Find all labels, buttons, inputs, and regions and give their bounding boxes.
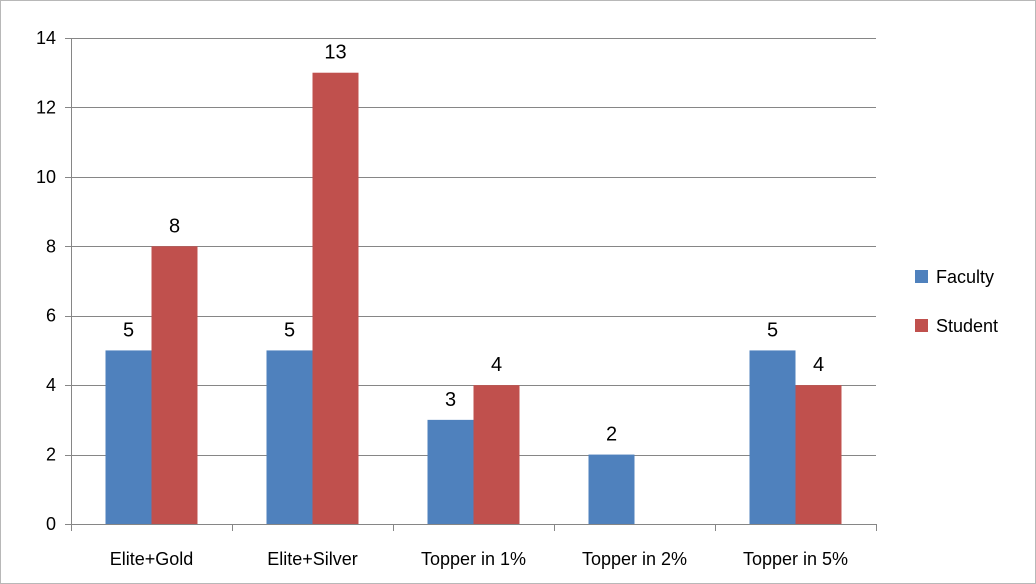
bar-faculty [427, 419, 474, 524]
x-axis-category-labels: Elite+Gold Elite+Silver Topper in 1% Topper… [110, 549, 848, 569]
bar-student [795, 385, 842, 524]
y-tick-label: 2 [46, 445, 56, 465]
x-category-label: Topper in 1% [421, 549, 526, 569]
y-tick-label: 6 [46, 306, 56, 326]
y-tick-label: 14 [36, 28, 56, 48]
x-category-label: Elite+Gold [110, 549, 194, 569]
y-tick-label: 12 [36, 97, 56, 117]
gridlines [65, 38, 876, 525]
data-label: 2 [606, 424, 617, 446]
data-label: 8 [169, 215, 180, 237]
bar-student [151, 246, 198, 525]
x-category-label: Elite+Silver [267, 549, 358, 569]
x-category-label: Topper in 5% [743, 549, 848, 569]
data-label: 5 [284, 319, 295, 341]
data-label: 5 [767, 319, 778, 341]
y-tick-label: 4 [46, 375, 56, 395]
x-category-label: Topper in 2% [582, 549, 687, 569]
data-labels: 5 5 3 2 5 8 13 4 4 [123, 42, 824, 446]
data-label: 5 [123, 319, 134, 341]
axes [71, 38, 877, 531]
y-tick-label: 8 [46, 236, 56, 256]
bar-faculty [266, 350, 313, 524]
y-tick-label: 10 [36, 167, 56, 187]
legend-swatch-faculty [915, 270, 928, 283]
bar-faculty [588, 454, 635, 524]
bar-faculty [105, 350, 152, 524]
bars [105, 72, 842, 525]
data-label: 13 [324, 42, 346, 64]
legend: Faculty Student [915, 267, 998, 336]
legend-label: Faculty [936, 267, 994, 287]
bar-student [312, 72, 359, 524]
data-label: 4 [813, 354, 824, 376]
data-label: 3 [445, 389, 456, 411]
legend-swatch-student [915, 319, 928, 332]
data-label: 4 [491, 354, 502, 376]
y-tick-label: 0 [46, 514, 56, 534]
bar-faculty [749, 350, 796, 524]
legend-label: Student [936, 316, 998, 336]
bar-student [473, 385, 520, 524]
y-axis-tick-labels: 0 2 4 6 8 10 12 14 [36, 28, 56, 534]
